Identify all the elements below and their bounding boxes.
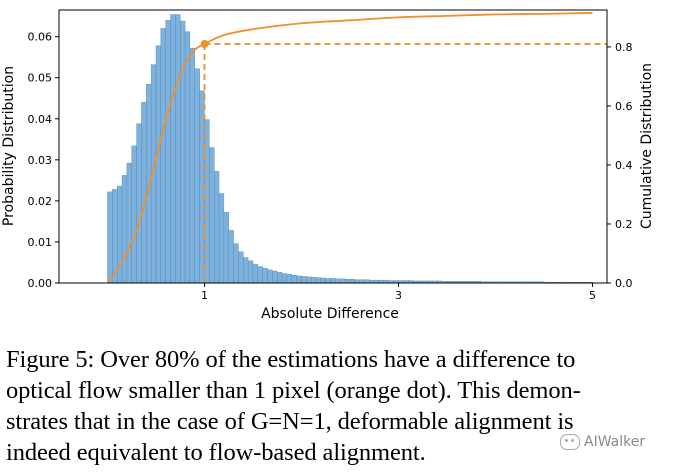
histogram-bar [189,47,195,284]
histogram-bar [131,145,137,284]
x-tick-label: 3 [395,289,402,302]
wechat-icon [560,434,580,450]
histogram-bar [218,193,225,284]
caption-line: strates that in the case of G=N=1, defor… [6,408,574,435]
histogram-bar [325,278,331,284]
histogram-bar [315,277,322,284]
y2-tick-label: 0.6 [615,100,633,113]
histogram-bar [257,266,263,284]
histogram-bar [223,212,229,284]
histogram-bar [281,273,288,284]
cdf-line [106,12,593,284]
y2-tick-label: 0.0 [615,277,633,290]
marker-dot [200,39,209,48]
histogram-bar [320,277,326,284]
y-tick-label: 0.04 [28,113,53,126]
caption-line: Figure 5: Over 80% of the estimations ha… [6,346,576,373]
y-tick-label: 0.05 [28,72,53,85]
histogram-bar [126,162,132,284]
histogram-bar [112,189,118,284]
histogram-bar [267,269,273,284]
histogram-bar [330,278,336,284]
y-axis-title: Probability Distribution [1,66,17,226]
x-tick-label: 5 [589,289,596,302]
histogram-bar [160,28,166,284]
histogram-bar [184,31,191,284]
y2-axis-title: Cumulative Distribution [639,63,655,229]
histogram-bar [165,20,171,284]
histogram-bar [180,20,186,284]
histogram-bar [247,260,254,284]
y-tick-label: 0.03 [28,154,53,167]
caption-line: indeed equivalent to flow-based alignmen… [6,439,426,466]
left-axis: 0.00 0.01 0.02 0.03 0.04 0.05 0.06 [28,31,59,290]
histogram-bar [286,274,292,284]
histogram-bar [194,68,200,284]
histogram-bar [243,257,249,284]
histogram-bar [306,276,312,284]
histogram-bar [291,275,297,284]
histogram-bar [213,171,220,284]
y-tick-label: 0.02 [28,195,53,208]
histogram-bar [349,279,356,284]
histogram-bars [107,14,593,284]
y2-tick-label: 0.4 [615,159,633,172]
y-tick-label: 0.06 [28,31,53,44]
x-axis: 1 3 5 [201,283,596,302]
histogram-bar [233,243,239,284]
y-tick-label: 0.01 [28,236,53,249]
y-tick-label: 0.00 [28,277,53,290]
cdf-layer [106,12,607,284]
histogram-bar [310,277,317,284]
histogram-bar [335,278,341,284]
histogram-bar [209,147,215,284]
histogram-bar [175,14,181,284]
histogram-bar [170,14,176,284]
right-axis: 0.0 0.2 0.4 0.6 0.8 [607,41,633,290]
histogram-bar [141,102,147,284]
histogram-bar [277,272,283,284]
watermark: AIWalker [560,434,645,450]
histogram-bar [136,123,142,284]
histogram-bar [107,191,113,284]
histogram-bar [262,268,268,284]
x-tick-label: 1 [201,289,208,302]
histogram-bar [296,275,302,284]
y2-tick-label: 0.2 [615,218,633,231]
histogram-bar [238,251,244,284]
histogram-bar [228,230,234,284]
chart: 0.000.010.020.030.040.050.06 0.00.20.40.… [1,9,655,322]
watermark-text: AIWalker [584,434,646,450]
x-axis-title: Absolute Difference [261,306,399,322]
histogram-bar [301,276,307,284]
caption-line: optical flow smaller than 1 pixel (orang… [6,377,581,404]
histogram-bar [272,270,278,284]
plot-frame [58,9,608,284]
histogram-bar [344,279,351,284]
histogram-bar [252,263,259,284]
histogram-bar [121,175,128,284]
histogram-bar [155,45,162,284]
figure-caption: Figure 5: Over 80% of the estimations ha… [6,344,682,468]
histogram-bar [340,278,346,284]
y2-tick-label: 0.8 [615,41,633,54]
